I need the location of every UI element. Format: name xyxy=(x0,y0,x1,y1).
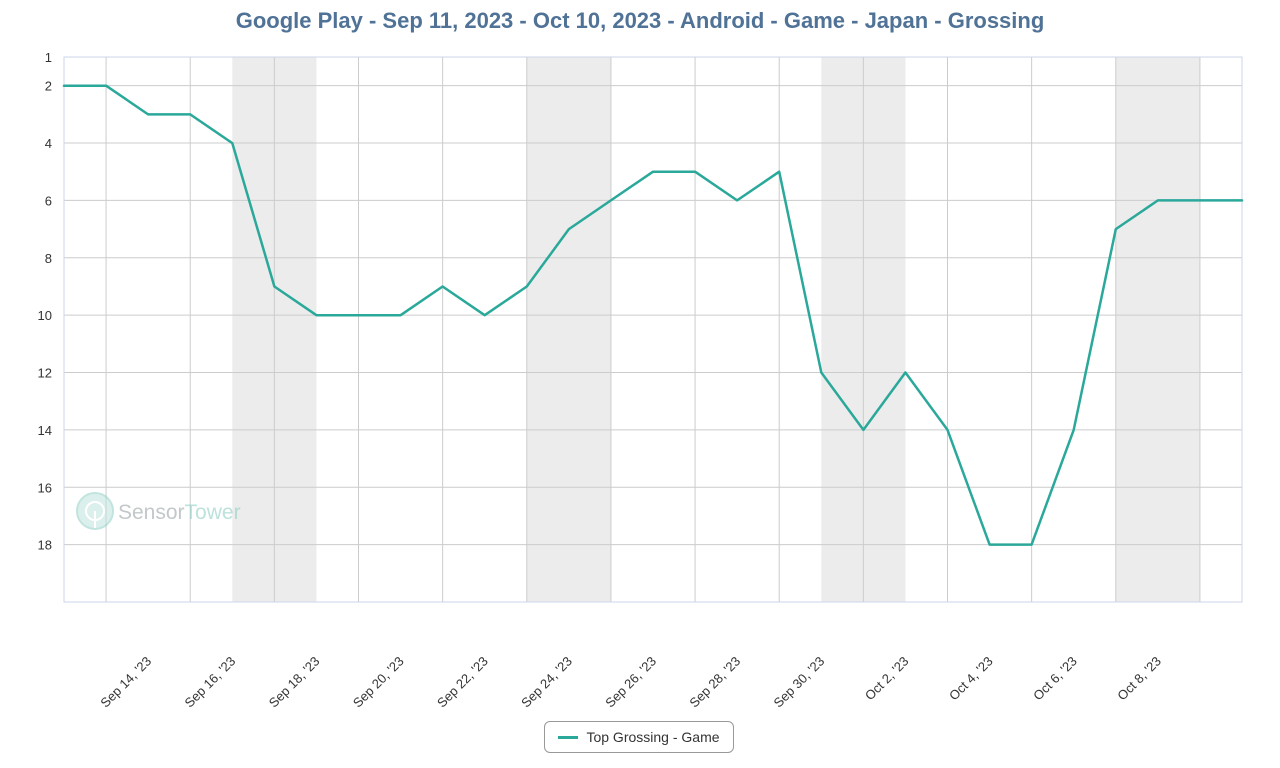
y-tick-label-6: 6 xyxy=(45,193,52,208)
legend[interactable]: Top Grossing - Game xyxy=(544,721,734,753)
y-tick-label-8: 8 xyxy=(45,251,52,266)
x-tick-label-5: Sep 24, '23 xyxy=(518,654,575,711)
x-axis-ticks: Sep 14, '23 Sep 16, '23 Sep 18, '23 Sep 20,… xyxy=(97,654,1164,711)
x-tick-label-6: Sep 26, '23 xyxy=(602,654,659,711)
watermark-text-sensor: Sensor xyxy=(118,501,185,524)
sensortower-logo-icon xyxy=(76,492,114,530)
svg-text:SensorTower: SensorTower xyxy=(118,501,241,524)
y-tick-label-16: 16 xyxy=(38,480,52,495)
series-group xyxy=(62,84,1244,546)
x-tick-label-4: Sep 22, '23 xyxy=(434,654,491,711)
watermark-text-tower: Tower xyxy=(185,501,241,524)
y-tick-label-10: 10 xyxy=(38,308,52,323)
y-tick-label-1: 1 xyxy=(45,50,52,65)
legend-swatch xyxy=(558,735,579,739)
vertical-gridlines xyxy=(105,57,1201,602)
y-tick-label-2: 2 xyxy=(45,79,52,94)
x-tick-label-8: Sep 30, '23 xyxy=(771,654,828,711)
weekend-band-1 xyxy=(526,57,611,602)
x-tick-label-7: Sep 28, '23 xyxy=(686,654,743,711)
x-tick-label-9: Oct 2, '23 xyxy=(862,654,912,704)
x-tick-label-0: Sep 14, '23 xyxy=(97,654,154,711)
plot-area-border xyxy=(63,56,1243,603)
plot-border xyxy=(63,56,1243,603)
y-tick-label-12: 12 xyxy=(38,366,52,381)
x-tick-label-2: Sep 18, '23 xyxy=(266,654,323,711)
y-tick-label-18: 18 xyxy=(38,538,52,553)
weekend-bands xyxy=(232,57,1200,602)
sensortower-watermark: SensorTower xyxy=(76,492,241,530)
series-line-0 xyxy=(62,84,1244,546)
weekend-band-3 xyxy=(1115,57,1200,602)
legend-label: Top Grossing - Game xyxy=(586,729,720,745)
y-tick-label-14: 14 xyxy=(38,423,52,438)
y-tick-label-4: 4 xyxy=(45,136,52,151)
x-tick-label-1: Sep 16, '23 xyxy=(182,654,239,711)
x-tick-label-11: Oct 6, '23 xyxy=(1030,654,1080,704)
x-tick-label-12: Oct 8, '23 xyxy=(1114,654,1164,704)
x-tick-label-10: Oct 4, '23 xyxy=(946,654,996,704)
chart-title: Google Play - Sep 11, 2023 - Oct 10, 202… xyxy=(235,8,1045,33)
x-tick-label-3: Sep 20, '23 xyxy=(350,654,407,711)
horizontal-gridlines xyxy=(64,56,1242,546)
